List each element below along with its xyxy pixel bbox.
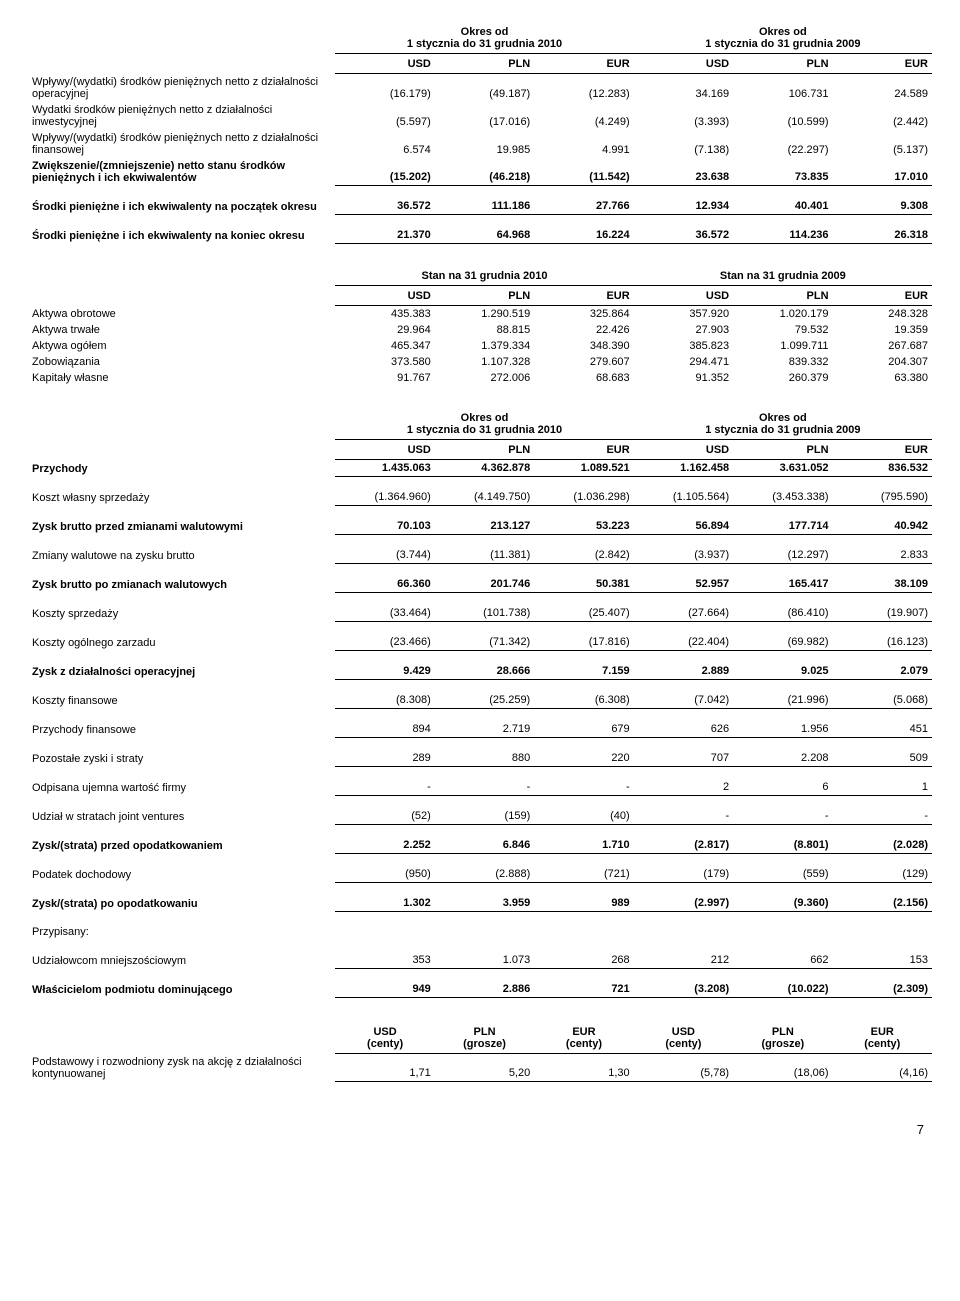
table-row: Wpływy/(wydatki) środków pieniężnych net… xyxy=(28,130,932,158)
income-table: Okres od1 stycznia do 31 grudnia 2010 Ok… xyxy=(28,410,932,998)
col-usd-centy: USD(centy) xyxy=(335,1022,434,1054)
table-row: Koszty ogólnego zarzadu (23.466)(71.342)… xyxy=(28,634,932,651)
table-row: Zwiększenie/(zmniejszenie) netto stanu ś… xyxy=(28,158,932,186)
table-row: Podatek dochodowy (950)(2.888)(721) (179… xyxy=(28,866,932,883)
row-label: Zwiększenie/(zmniejszenie) netto stanu ś… xyxy=(28,158,335,186)
period-asof-2009: Stan na 31 grudnia 2009 xyxy=(634,268,932,286)
table-row: Środki pieniężne i ich ekwiwalenty na ko… xyxy=(28,227,932,244)
table-row: Zmiany walutowe na zysku brutto (3.744)(… xyxy=(28,547,932,564)
col-eur-centy: EUR(centy) xyxy=(833,1022,932,1054)
row-label: Wpływy/(wydatki) środków pieniężnych net… xyxy=(28,74,335,102)
eps-header-row: USD(centy) PLN(grosze) EUR(centy) USD(ce… xyxy=(28,1022,932,1054)
table-row: Przychody finansowe 8942.719679 6261.956… xyxy=(28,721,932,738)
eps-table: USD(centy) PLN(grosze) EUR(centy) USD(ce… xyxy=(28,1022,932,1082)
col-usd: USD xyxy=(634,54,733,74)
row-label: Wydatki środków pieniężnych netto z dzia… xyxy=(28,102,335,130)
col-pln: PLN xyxy=(435,54,534,74)
col-pln: PLN xyxy=(733,54,832,74)
period-2010: Okres od1 stycznia do 31 grudnia 2010 xyxy=(335,24,633,54)
table-row: Właścicielom podmiotu dominującego 9492.… xyxy=(28,981,932,998)
col-eur: EUR xyxy=(534,54,633,74)
page-number: 7 xyxy=(28,1122,932,1137)
table-row: Zysk brutto po zmianach walutowych 66.36… xyxy=(28,576,932,593)
period-header-row: Okres od1 stycznia do 31 grudnia 2010 Ok… xyxy=(28,410,932,440)
table-row: Przychody 1.435.0634.362.8781.089.521 1.… xyxy=(28,460,932,477)
period-2010: Okres od1 stycznia do 31 grudnia 2010 xyxy=(335,410,633,440)
cashflow-table: Okres od1 stycznia do 31 grudnia 2010 Ok… xyxy=(28,24,932,244)
table-row: Zysk/(strata) po opodatkowaniu 1.3023.95… xyxy=(28,895,932,912)
row-label: Środki pieniężne i ich ekwiwalenty na po… xyxy=(28,198,335,215)
table-row: Koszty finansowe (8.308)(25.259)(6.308) … xyxy=(28,692,932,709)
table-row: Zysk/(strata) przed opodatkowaniem 2.252… xyxy=(28,837,932,854)
table-row: Koszt własny sprzedaży (1.364.960)(4.149… xyxy=(28,489,932,506)
table-row: Udziałowcom mniejszościowym 3531.073268 … xyxy=(28,952,932,969)
row-label: Wpływy/(wydatki) środków pieniężnych net… xyxy=(28,130,335,158)
currency-header-row: USD PLN EUR USD PLN EUR xyxy=(28,54,932,74)
table-row: Środki pieniężne i ich ekwiwalenty na po… xyxy=(28,198,932,215)
table-row: Wydatki środków pieniężnych netto z dzia… xyxy=(28,102,932,130)
col-eur-centy: EUR(centy) xyxy=(534,1022,633,1054)
period-2009: Okres od1 stycznia do 31 grudnia 2009 xyxy=(634,410,932,440)
balance-table: Stan na 31 grudnia 2010 Stan na 31 grudn… xyxy=(28,268,932,386)
currency-header-row: USD PLN EUR USD PLN EUR xyxy=(28,286,932,306)
table-row: Aktywa obrotowe 435.3831.290.519325.864 … xyxy=(28,306,932,323)
col-pln-grosze: PLN(grosze) xyxy=(733,1022,832,1054)
row-label: Środki pieniężne i ich ekwiwalenty na ko… xyxy=(28,227,335,244)
table-row: Zobowiązania 373.5801.107.328279.607 294… xyxy=(28,354,932,370)
table-row: Podstawowy i rozwodniony zysk na akcję z… xyxy=(28,1054,932,1082)
currency-header-row: USD PLN EUR USD PLN EUR xyxy=(28,440,932,460)
col-eur: EUR xyxy=(833,54,932,74)
period-2009: Okres od1 stycznia do 31 grudnia 2009 xyxy=(634,24,932,54)
attribution-header: Przypisany: xyxy=(28,924,932,940)
table-row: Zysk brutto przed zmianami walutowymi 70… xyxy=(28,518,932,535)
table-row: Aktywa ogółem 465.3471.379.334348.390 38… xyxy=(28,338,932,354)
table-row: Aktywa trwałe 29.96488.81522.426 27.9037… xyxy=(28,322,932,338)
period-header-row: Stan na 31 grudnia 2010 Stan na 31 grudn… xyxy=(28,268,932,286)
table-row: Kapitały własne 91.767272.00668.683 91.3… xyxy=(28,370,932,386)
table-row: Udział w stratach joint ventures (52)(15… xyxy=(28,808,932,825)
table-row: Zysk z działalności operacyjnej 9.42928.… xyxy=(28,663,932,680)
table-row: Pozostałe zyski i straty 289880220 7072.… xyxy=(28,750,932,767)
col-usd-centy: USD(centy) xyxy=(634,1022,733,1054)
row-label: Podstawowy i rozwodniony zysk na akcję z… xyxy=(28,1054,335,1082)
period-header-row: Okres od1 stycznia do 31 grudnia 2010 Ok… xyxy=(28,24,932,54)
table-row: Koszty sprzedaży (33.464)(101.738)(25.40… xyxy=(28,605,932,622)
table-row: Odpisana ujemna wartość firmy --- 261 xyxy=(28,779,932,796)
period-asof-2010: Stan na 31 grudnia 2010 xyxy=(335,268,633,286)
table-row: Wpływy/(wydatki) środków pieniężnych net… xyxy=(28,74,932,102)
col-usd: USD xyxy=(335,54,434,74)
col-pln-grosze: PLN(grosze) xyxy=(435,1022,534,1054)
